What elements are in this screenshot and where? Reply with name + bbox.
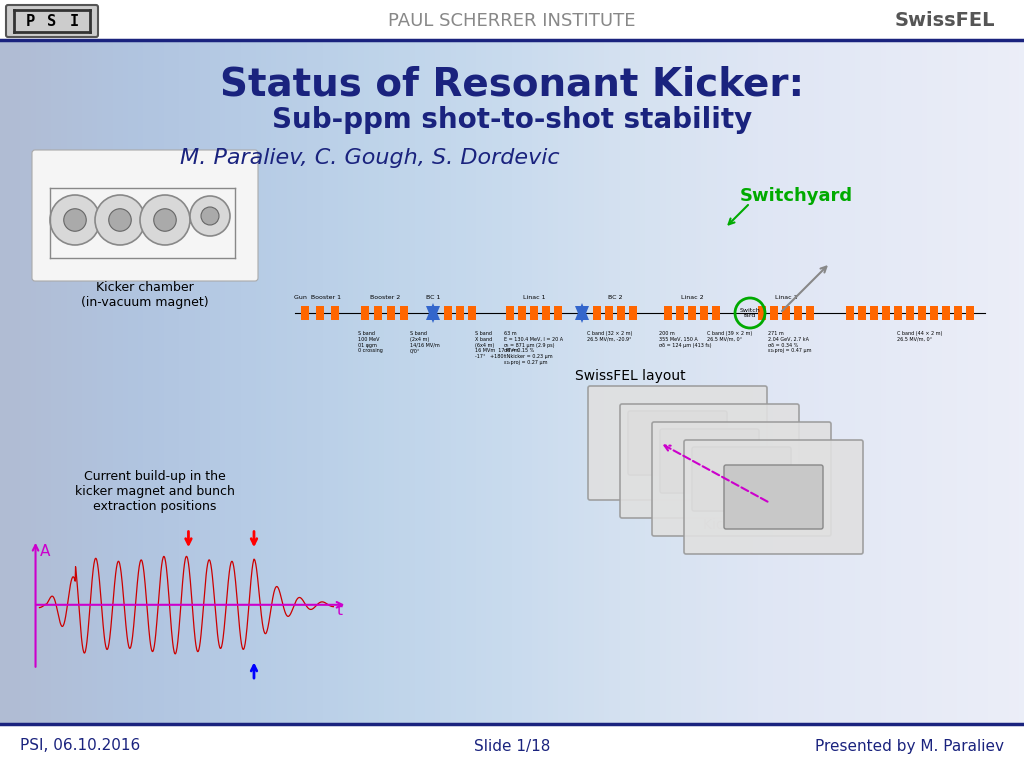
Bar [688,306,696,320]
Bar [617,306,625,320]
Text: PSI, 06.10.2016: PSI, 06.10.2016 [20,739,140,753]
Text: C band (44 × 2 m)
26.5 MV/m, 0°: C band (44 × 2 m) 26.5 MV/m, 0° [897,331,943,342]
Bar [700,306,708,320]
Bar [664,306,672,320]
Bar [605,306,613,320]
Bar [806,306,814,320]
Text: Kicker chamber
(in-vacuum magnet): Kicker chamber (in-vacuum magnet) [81,281,209,309]
FancyBboxPatch shape [724,465,823,529]
FancyBboxPatch shape [6,5,98,37]
Bar [554,306,562,320]
Text: Presented by M. Paraliev: Presented by M. Paraliev [815,739,1004,753]
FancyBboxPatch shape [32,150,258,281]
Text: Status of Resonant Kicker:: Status of Resonant Kicker: [220,66,804,104]
Text: A: A [40,544,50,559]
Polygon shape [575,303,589,320]
FancyBboxPatch shape [588,386,767,500]
Bar [870,306,878,320]
Text: Sub-ppm shot-to-shot stability: Sub-ppm shot-to-shot stability [272,106,752,134]
Text: Booster 2: Booster 2 [370,295,400,300]
Bar [518,306,526,320]
Bar [0,0,1024,40]
Text: BC 1: BC 1 [426,295,440,300]
Text: S band
X band
(6x4 m)
16 MVm  17 MVm
-17°   +180°: S band X band (6x4 m) 16 MVm 17 MVm -17°… [475,331,519,359]
FancyBboxPatch shape [684,440,863,554]
Text: C band (32 × 2 m)
26.5 MV/m, -20.9°: C band (32 × 2 m) 26.5 MV/m, -20.9° [588,331,633,342]
Bar [316,306,324,320]
Bar [400,306,408,320]
Bar [918,306,926,320]
Text: Linac 1: Linac 1 [522,295,545,300]
Bar [782,306,790,320]
Bar [301,306,309,320]
Bar [846,306,854,320]
Text: S band
(2x4 m)
14/16 MV/m
0/0°: S band (2x4 m) 14/16 MV/m 0/0° [411,331,440,353]
Text: 63 m
E = 130.4 MeV, I = 20 A
σₜ = 871 μm (2.9 ps)
σδ = 0.15 %
εNkicker = 0.23 μm: 63 m E = 130.4 MeV, I = 20 A σₜ = 871 μm… [505,331,563,365]
Text: P: P [26,14,35,28]
Text: M. Paraliev, C. Gough, S. Dordevic: M. Paraliev, C. Gough, S. Dordevic [180,148,560,168]
Bar [506,306,514,320]
Bar [794,306,802,320]
Text: Slide 1/18: Slide 1/18 [474,739,550,753]
Text: BC 2: BC 2 [608,295,623,300]
Bar [387,306,395,320]
Circle shape [154,209,176,231]
Bar [374,306,382,320]
Polygon shape [426,303,440,320]
Text: Linac 3: Linac 3 [775,295,798,300]
Text: 200 m
355 MeV, 150 A
σδ = 124 μm (413 fs): 200 m 355 MeV, 150 A σδ = 124 μm (413 fs… [658,331,712,348]
Polygon shape [426,306,440,323]
Text: C band (39 × 2 m)
26.5 MV/m, 0°: C band (39 × 2 m) 26.5 MV/m, 0° [708,331,753,342]
Circle shape [109,209,131,231]
Bar [542,306,550,320]
Circle shape [201,207,219,225]
Bar [456,306,464,320]
FancyBboxPatch shape [620,404,799,518]
Circle shape [140,195,190,245]
Text: S: S [47,14,56,28]
Circle shape [63,209,86,231]
Bar [894,306,902,320]
Bar [906,306,914,320]
Bar [331,306,339,320]
Polygon shape [575,306,589,323]
Bar [770,306,778,320]
Bar [858,306,866,320]
Text: SwissFEL layout: SwissFEL layout [574,369,685,383]
Bar [954,306,962,320]
FancyBboxPatch shape [692,447,791,511]
Bar [530,306,538,320]
Text: Gun  Booster 1: Gun Booster 1 [295,295,341,300]
Bar [882,306,890,320]
Bar [758,306,766,320]
Bar [361,306,369,320]
FancyBboxPatch shape [660,429,759,493]
Circle shape [190,196,230,236]
Bar [942,306,950,320]
Bar [0,724,1024,768]
Text: I: I [70,14,79,28]
Circle shape [50,195,100,245]
FancyBboxPatch shape [652,422,831,536]
Text: Current build-up in the
kicker magnet and bunch
extraction positions: Current build-up in the kicker magnet an… [75,470,234,513]
Text: t: t [336,603,342,618]
FancyBboxPatch shape [628,411,727,475]
Text: Switchyard: Switchyard [740,187,853,205]
Bar [676,306,684,320]
Text: Linac 2: Linac 2 [681,295,703,300]
Bar [468,306,476,320]
Bar [712,306,720,320]
Circle shape [95,195,145,245]
Text: SwissFEL: SwissFEL [895,12,995,31]
Bar [629,306,637,320]
Bar [444,306,452,320]
Text: S band
100 MeV
01 φgm
0 crossing: S band 100 MeV 01 φgm 0 crossing [357,331,382,353]
Text: 271 m
2.04 GeV, 2.7 kA
σδ = 0.34 %
ε₁ₖproj = 0.47 μm: 271 m 2.04 GeV, 2.7 kA σδ = 0.34 % ε₁ₖpr… [768,331,812,353]
Bar [593,306,601,320]
Bar [966,306,974,320]
Bar [930,306,938,320]
Text: PAUL SCHERRER INSTITUTE: PAUL SCHERRER INSTITUTE [388,12,636,30]
Text: Switch
Yard: Switch Yard [739,308,761,319]
Text: Kicker resonator: Kicker resonator [703,518,817,532]
